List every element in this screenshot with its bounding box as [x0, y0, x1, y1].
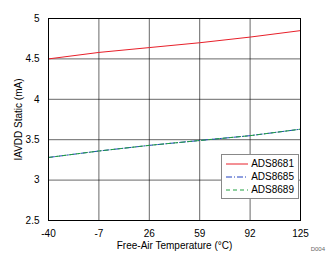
svg-text:4: 4: [34, 94, 40, 105]
svg-text:3.5: 3.5: [26, 134, 40, 145]
svg-text:-7: -7: [94, 228, 103, 239]
svg-text:2.5: 2.5: [26, 215, 40, 226]
svg-text:Free-Air Temperature (°C): Free-Air Temperature (°C): [117, 240, 233, 251]
html-text:ADS8685: ADS8685: [251, 171, 294, 182]
svg-text:26: 26: [144, 228, 156, 239]
svg-text:59: 59: [194, 228, 206, 239]
svg-text:92: 92: [245, 228, 257, 239]
svg-text:-40: -40: [41, 228, 56, 239]
svg-text:IAVDD Static (mA): IAVDD Static (mA): [13, 78, 24, 160]
svg-text:125: 125: [292, 228, 309, 239]
svg-text:4.5: 4.5: [26, 53, 40, 64]
html-text:ADS8681: ADS8681: [251, 158, 294, 169]
html-text:D004: D004: [310, 246, 325, 252]
svg-text:5: 5: [34, 13, 40, 24]
html-text:ADS8689: ADS8689: [251, 184, 294, 195]
svg-text:3: 3: [34, 174, 40, 185]
